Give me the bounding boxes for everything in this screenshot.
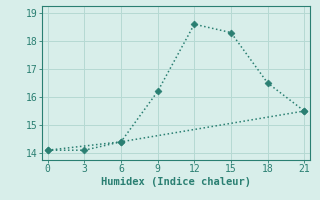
- X-axis label: Humidex (Indice chaleur): Humidex (Indice chaleur): [101, 177, 251, 187]
